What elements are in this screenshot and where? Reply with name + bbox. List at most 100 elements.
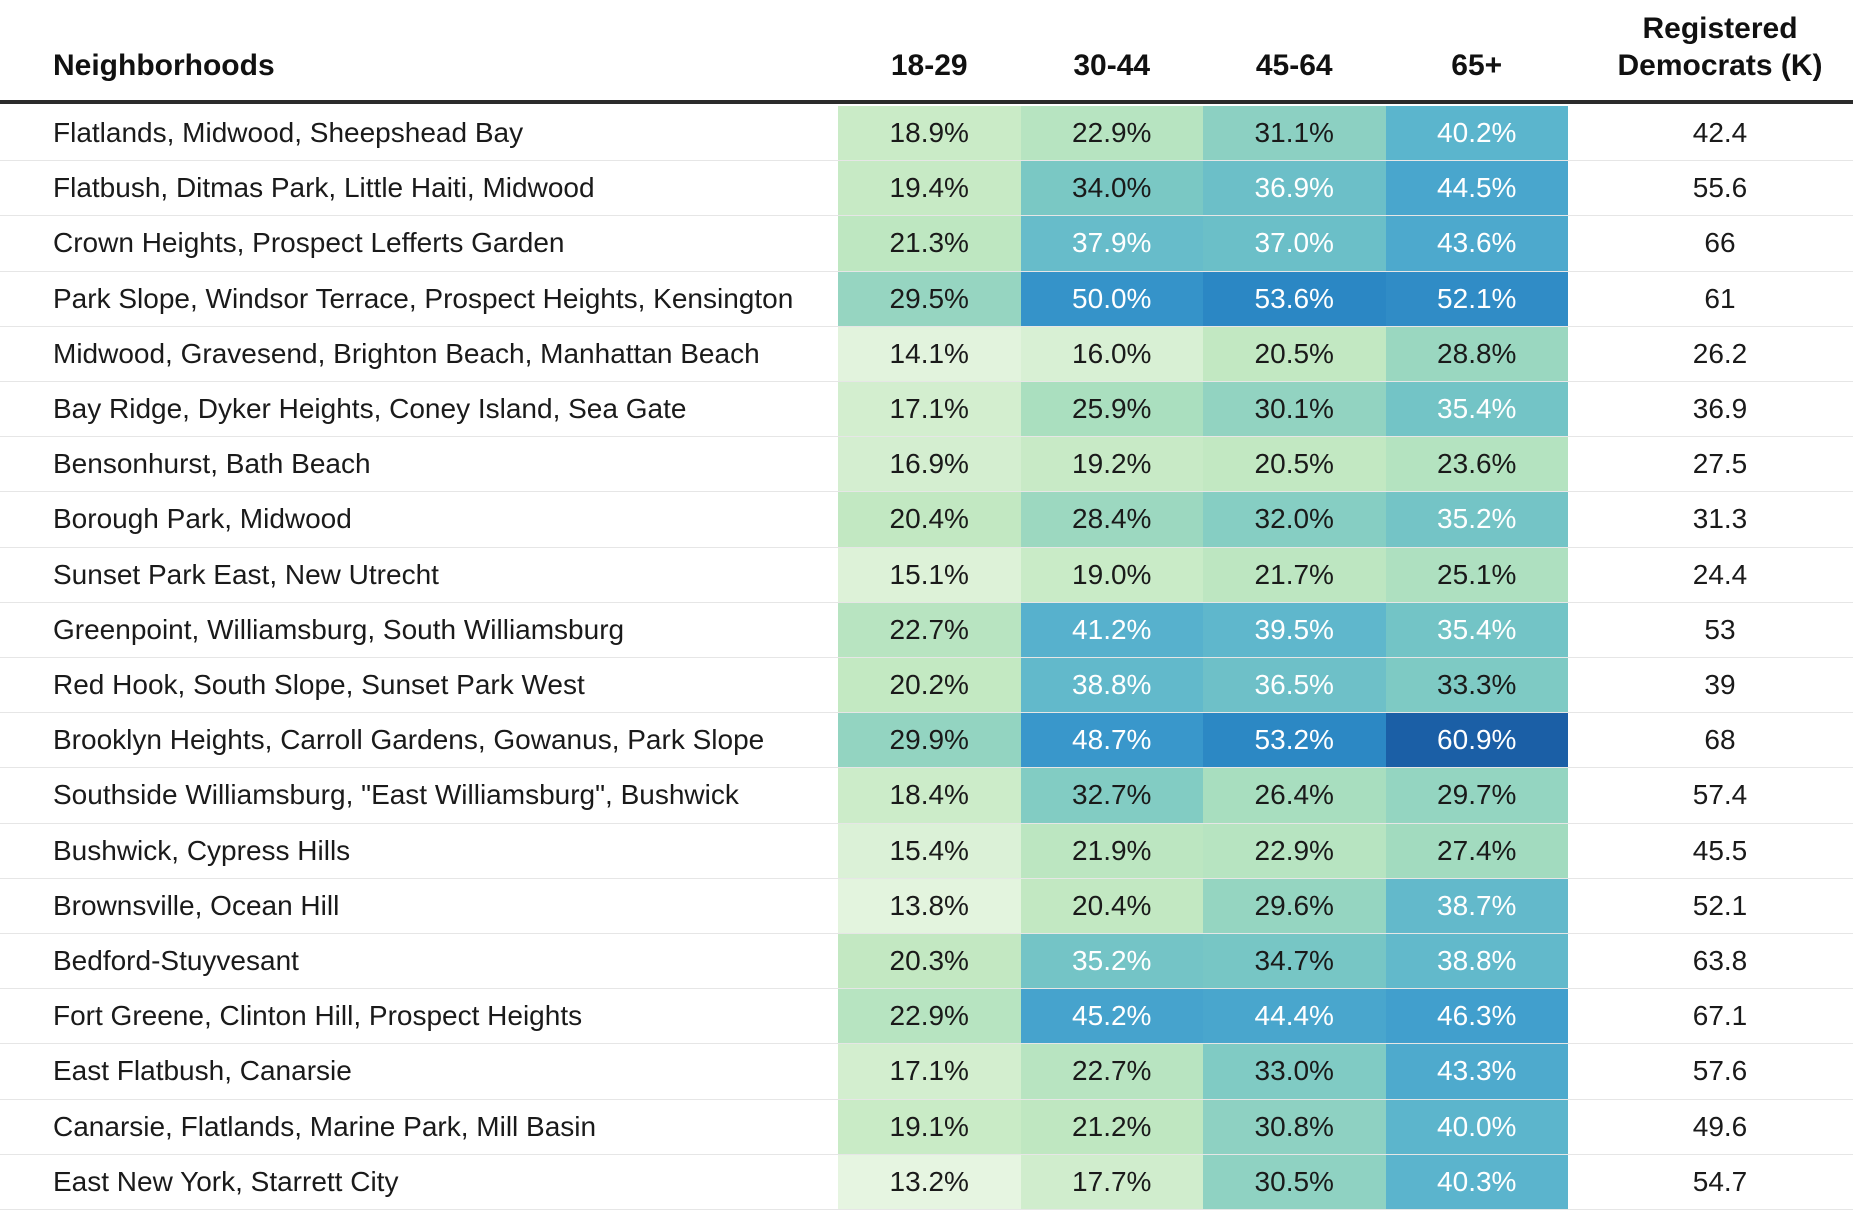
registered-democrats-value: 57.6 bbox=[1692, 1055, 1748, 1087]
table-row: Red Hook, South Slope, Sunset Park West 2… bbox=[0, 658, 1853, 714]
header-neighborhoods: Neighborhoods bbox=[53, 49, 275, 82]
heatmap-cell-45-64: 30.1% bbox=[1203, 382, 1386, 437]
heatmap-cell-18-29: 19.4% bbox=[838, 161, 1021, 216]
header-age-30-44: 30-44 bbox=[1073, 49, 1151, 82]
registered-democrats-value: 53 bbox=[1704, 613, 1736, 645]
heatmap-cell-18-29: 18.9% bbox=[838, 106, 1021, 161]
neighborhood-name: Bedford-Stuyvesant bbox=[53, 945, 299, 977]
heatmap-cell-45-64: 36.5% bbox=[1203, 658, 1386, 713]
heatmap-cell-65-plus: 27.4% bbox=[1385, 823, 1568, 878]
heatmap-cell-45-64: 26.4% bbox=[1203, 768, 1386, 823]
table-row: Greenpoint, Williamsburg, South Williams… bbox=[0, 602, 1853, 658]
heatmap-cell-30-44: 16.0% bbox=[1020, 326, 1203, 381]
table-row: Brownsville, Ocean Hill 13.8% 20.4% 29.6% 38… bbox=[0, 878, 1853, 934]
heatmap-cell-30-44: 19.2% bbox=[1020, 437, 1203, 492]
heatmap-cell-45-64: 29.6% bbox=[1203, 878, 1386, 933]
registered-democrats-value: 26.2 bbox=[1692, 337, 1748, 369]
heatmap-cell-30-44: 32.7% bbox=[1020, 768, 1203, 823]
table-row: Bay Ridge, Dyker Heights, Coney Island, … bbox=[0, 382, 1853, 438]
heatmap-cell-45-64: 53.6% bbox=[1203, 271, 1386, 326]
heatmap-cell-65-plus: 60.9% bbox=[1385, 713, 1568, 768]
registered-democrats-value: 67.1 bbox=[1692, 1000, 1748, 1032]
table-row: Crown Heights, Prospect Lefferts Garden 2… bbox=[0, 216, 1853, 272]
registered-democrats-value: 27.5 bbox=[1692, 448, 1748, 480]
heatmap-cell-45-64: 37.0% bbox=[1203, 216, 1386, 271]
heatmap-cell-45-64: 30.5% bbox=[1203, 1154, 1386, 1209]
header-registered-line1: Registered bbox=[1642, 12, 1798, 45]
neighborhood-name: Park Slope, Windsor Terrace, Prospect He… bbox=[53, 282, 794, 314]
table-row: Flatbush, Ditmas Park, Little Haiti, Mid… bbox=[0, 161, 1853, 217]
heatmap-cell-30-44: 41.2% bbox=[1020, 602, 1203, 657]
heatmap-cell-18-29: 20.3% bbox=[838, 934, 1021, 989]
heatmap-cell-18-29: 20.4% bbox=[838, 492, 1021, 547]
registered-democrats-value: 54.7 bbox=[1692, 1165, 1748, 1197]
heatmap-cell-18-29: 19.1% bbox=[838, 1099, 1021, 1154]
heatmap-cell-30-44: 21.2% bbox=[1020, 1099, 1203, 1154]
heatmap-cell-45-64: 32.0% bbox=[1203, 492, 1386, 547]
heatmap-cell-45-64: 22.9% bbox=[1203, 823, 1386, 878]
neighborhood-name: Brooklyn Heights, Carroll Gardens, Gowan… bbox=[53, 724, 765, 756]
table-row: Flatlands, Midwood, Sheepshead Bay 18.9% 2… bbox=[0, 106, 1853, 162]
heatmap-cell-30-44: 38.8% bbox=[1020, 658, 1203, 713]
heatmap-cell-30-44: 34.0% bbox=[1020, 161, 1203, 216]
heatmap-cell-30-44: 28.4% bbox=[1020, 492, 1203, 547]
heatmap-cell-18-29: 15.4% bbox=[838, 823, 1021, 878]
heatmap-cell-45-64: 21.7% bbox=[1203, 547, 1386, 602]
neighborhood-name: Flatlands, Midwood, Sheepshead Bay bbox=[53, 117, 524, 149]
table-row: Brooklyn Heights, Carroll Gardens, Gowan… bbox=[0, 713, 1853, 769]
heatmap-cell-18-29: 17.1% bbox=[838, 382, 1021, 437]
neighborhood-name: Flatbush, Ditmas Park, Little Haiti, Mid… bbox=[53, 172, 595, 204]
table-row: Bensonhurst, Bath Beach 16.9% 19.2% 20.5% 23… bbox=[0, 437, 1853, 493]
neighborhood-name: Midwood, Gravesend, Brighton Beach, Manh… bbox=[53, 337, 760, 369]
header-registered-line2: Democrats (K) bbox=[1617, 49, 1823, 82]
heatmap-cell-65-plus: 40.3% bbox=[1385, 1154, 1568, 1209]
heatmap-cell-30-44: 35.2% bbox=[1020, 934, 1203, 989]
registered-democrats-value: 66 bbox=[1704, 227, 1736, 259]
heatmap-cell-45-64: 33.0% bbox=[1203, 1044, 1386, 1099]
heatmap-cell-45-64: 36.9% bbox=[1203, 161, 1386, 216]
header-age-45-64: 45-64 bbox=[1255, 49, 1333, 82]
heatmap-cell-65-plus: 43.3% bbox=[1385, 1044, 1568, 1099]
neighborhood-name: Red Hook, South Slope, Sunset Park West bbox=[53, 669, 585, 701]
heatmap-cell-18-29: 20.2% bbox=[838, 658, 1021, 713]
heatmap-cell-18-29: 29.5% bbox=[838, 271, 1021, 326]
table-row: Borough Park, Midwood 20.4% 28.4% 32.0% 35.2… bbox=[0, 492, 1853, 548]
registered-democrats-value: 61 bbox=[1704, 282, 1736, 314]
header-age-65-plus: 65+ bbox=[1451, 49, 1503, 82]
heatmap-cell-45-64: 20.5% bbox=[1203, 437, 1386, 492]
table-row: Fort Greene, Clinton Hill, Prospect Heig… bbox=[0, 989, 1853, 1045]
neighborhood-name: Greenpoint, Williamsburg, South Williams… bbox=[53, 613, 625, 645]
heatmap-cell-45-64: 30.8% bbox=[1203, 1099, 1386, 1154]
registered-democrats-value: 24.4 bbox=[1692, 558, 1748, 590]
heatmap-cell-30-44: 25.9% bbox=[1020, 382, 1203, 437]
registered-democrats-value: 49.6 bbox=[1692, 1110, 1748, 1142]
heatmap-cell-45-64: 31.1% bbox=[1203, 106, 1386, 161]
table-row: Canarsie, Flatlands, Marine Park, Mill B… bbox=[0, 1099, 1853, 1155]
table-row: East Flatbush, Canarsie 17.1% 22.7% 33.0% 43… bbox=[0, 1044, 1853, 1100]
heatmap-cell-30-44: 22.9% bbox=[1020, 106, 1203, 161]
neighborhood-name: Brownsville, Ocean Hill bbox=[53, 889, 340, 921]
heatmap-cell-18-29: 15.1% bbox=[838, 547, 1021, 602]
registered-democrats-value: 31.3 bbox=[1692, 503, 1748, 535]
header-age-18-29: 18-29 bbox=[890, 49, 968, 82]
heatmap-cell-18-29: 22.9% bbox=[838, 989, 1021, 1044]
header-registered-democrats: Registered Democrats (K) bbox=[1600, 10, 1840, 84]
heatmap-cell-30-44: 22.7% bbox=[1020, 1044, 1203, 1099]
heatmap-cell-45-64: 53.2% bbox=[1203, 713, 1386, 768]
heatmap-cell-18-29: 16.9% bbox=[838, 437, 1021, 492]
table-row: Park Slope, Windsor Terrace, Prospect He… bbox=[0, 271, 1853, 327]
neighborhood-name: East Flatbush, Canarsie bbox=[53, 1055, 352, 1087]
heatmap-cell-30-44: 19.0% bbox=[1020, 547, 1203, 602]
registered-democrats-value: 36.9 bbox=[1692, 393, 1748, 425]
heatmap-cell-30-44: 45.2% bbox=[1020, 989, 1203, 1044]
registered-democrats-value: 42.4 bbox=[1692, 117, 1748, 149]
neighborhood-name: Crown Heights, Prospect Lefferts Garden bbox=[53, 227, 565, 259]
heatmap-cell-65-plus: 46.3% bbox=[1385, 989, 1568, 1044]
heatmap-cell-65-plus: 25.1% bbox=[1385, 547, 1568, 602]
neighborhood-name: Borough Park, Midwood bbox=[53, 503, 352, 535]
neighborhood-name: Bushwick, Cypress Hills bbox=[53, 834, 351, 866]
heatmap-cell-65-plus: 43.6% bbox=[1385, 216, 1568, 271]
heatmap-cell-65-plus: 23.6% bbox=[1385, 437, 1568, 492]
heatmap-cell-18-29: 21.3% bbox=[838, 216, 1021, 271]
